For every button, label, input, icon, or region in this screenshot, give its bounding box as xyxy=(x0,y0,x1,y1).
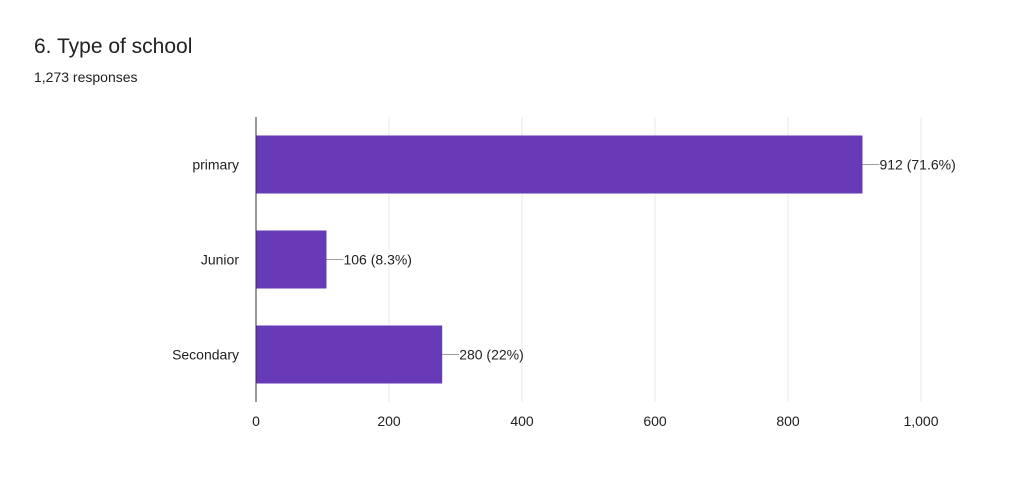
category-label: Secondary xyxy=(172,347,239,363)
x-tick-label: 1,000 xyxy=(903,413,938,429)
x-tick-label: 800 xyxy=(776,413,800,429)
data-label: 106 (8.3%) xyxy=(343,252,411,268)
x-tick-label: 400 xyxy=(510,413,534,429)
x-tick-label: 600 xyxy=(643,413,667,429)
bar xyxy=(256,230,327,289)
question-header: 6. Type of school 1,273 responses xyxy=(34,33,192,87)
category-label: Junior xyxy=(201,252,239,268)
x-tick-label: 0 xyxy=(252,413,260,429)
bar xyxy=(256,325,443,384)
data-label: 912 (71.6%) xyxy=(879,157,955,173)
question-title: 6. Type of school xyxy=(34,35,193,58)
data-label: 280 (22%) xyxy=(459,347,524,363)
category-label: primary xyxy=(192,157,239,173)
x-tick-label: 200 xyxy=(377,413,401,429)
response-count: 1,273 responses xyxy=(34,69,138,85)
bar xyxy=(256,135,863,194)
